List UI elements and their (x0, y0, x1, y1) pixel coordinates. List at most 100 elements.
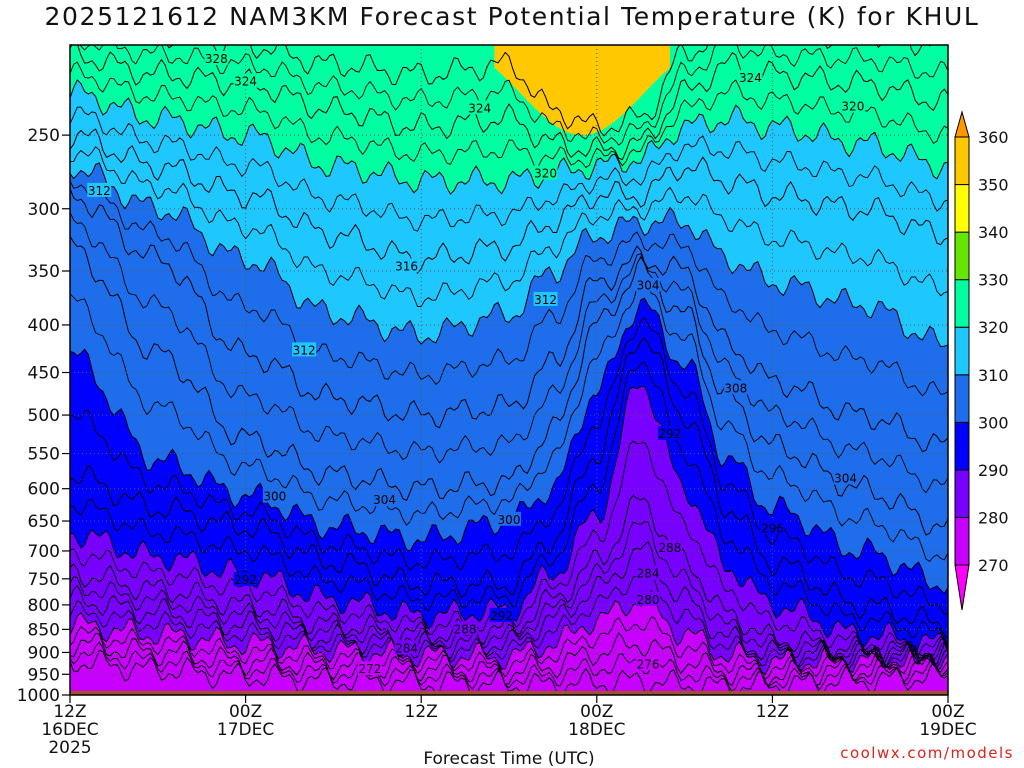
contour-label: 284 (637, 566, 660, 580)
colorbar-label: 340 (978, 223, 1009, 242)
contour-label: 288 (659, 541, 682, 555)
isentrope-304 (70, 235, 948, 536)
x-tick-label: 12Z (53, 702, 86, 722)
contour-label-bg (357, 661, 382, 676)
fill-band-284 (70, 495, 948, 668)
contour-label-bg (636, 656, 661, 671)
colorbar-segment (954, 279, 970, 328)
colorbar-label: 270 (978, 556, 1009, 575)
colorbar-segment (954, 136, 970, 186)
x-axis-label: Forecast Time (UTC) (423, 749, 594, 768)
colorbar-segment (954, 326, 970, 376)
y-tick-label: 750 (28, 570, 60, 590)
contour-label-bg (760, 520, 785, 535)
fill-band-276 (70, 590, 948, 686)
chart-title: 2025121612 NAM3KM Forecast Potential Tem… (44, 2, 980, 31)
x-tick-label: 12Z (756, 702, 789, 722)
colorbar-segment (954, 184, 970, 233)
isentrope-324 (70, 45, 948, 161)
contour-label-bg (394, 640, 419, 655)
ground-terrain (70, 690, 948, 695)
fill-warm-aloft (494, 45, 670, 136)
isentrope-294 (70, 361, 948, 646)
site-credit[interactable]: coolwx.com/models (840, 744, 1014, 762)
colorbar-label: 350 (978, 176, 1009, 195)
contour-label-bg (738, 69, 763, 84)
plot-frame (69, 44, 949, 696)
colorbar-label: 360 (978, 128, 1009, 147)
isentrope-278 (70, 615, 948, 680)
colorbar-label: 320 (978, 318, 1009, 337)
contour-label-bg (372, 491, 397, 506)
y-tick-label: 650 (28, 512, 60, 532)
y-tick-label: 250 (28, 126, 60, 146)
fill-band-300 (70, 236, 948, 594)
contour-label: 288 (454, 622, 477, 636)
x-tick-label: 00Z (931, 702, 964, 722)
isentrope-274 (70, 641, 948, 693)
isentrope-308 (70, 188, 948, 453)
contour-label: 280 (637, 593, 660, 607)
isentrope-306 (70, 212, 948, 494)
x-tick-label: 18DEC (568, 720, 625, 740)
x-tick-label: 00Z (580, 702, 613, 722)
contour-label: 296 (761, 521, 784, 535)
y-tick-label: 450 (28, 364, 60, 384)
contour-label-bg (840, 98, 865, 113)
colorbar-segment (954, 231, 970, 281)
contour-label-bg (636, 277, 661, 292)
contour-label: 312 (534, 293, 557, 307)
x-tick-label: 2025 (48, 738, 91, 758)
contour-label-bg (636, 565, 661, 580)
isentrope-318 (70, 106, 948, 232)
contour-label: 300 (498, 513, 521, 527)
isentrope-326 (80, 45, 948, 146)
y-tick-label: 1000 (17, 686, 60, 706)
contour-label-bg (657, 425, 682, 440)
y-tick-label: 600 (28, 480, 60, 500)
colorbar-label: 310 (978, 366, 1009, 385)
fill-band-296 (70, 298, 948, 639)
isentrope-320 (70, 79, 948, 195)
contour-label-bg (636, 591, 661, 606)
y-tick-label: 800 (28, 596, 60, 616)
x-tick-label: 12Z (405, 702, 438, 722)
fill-band-280 (70, 541, 948, 675)
contour-label: 324 (739, 71, 762, 85)
contour-label-bg (467, 100, 492, 115)
contour-label-bg (233, 73, 258, 88)
contour-label: 292 (659, 427, 682, 441)
contour-label: 304 (834, 471, 857, 485)
contour-label: 304 (637, 279, 660, 293)
y-tick-label: 300 (28, 200, 60, 220)
colorbar-extend-high (954, 110, 970, 138)
y-tick-label: 350 (28, 262, 60, 282)
contour-label: 316 (395, 259, 418, 273)
isentrope-276 (70, 632, 948, 687)
colorbar-label: 330 (978, 271, 1009, 290)
dotted-grid (70, 45, 948, 696)
colorbar-segment (954, 374, 970, 423)
fill-band-308 (70, 162, 948, 452)
contour-label: 304 (373, 493, 396, 507)
contour-label-bg (489, 607, 514, 622)
contour-label-bg (233, 571, 258, 586)
contour-label: 308 (724, 381, 747, 395)
fill-band-320 (70, 45, 948, 195)
colorbar-label: 280 (978, 508, 1009, 527)
colorbar-label: 290 (978, 461, 1009, 480)
fill-band-292 (70, 337, 948, 654)
ground-strip (70, 690, 948, 695)
contour-label-bg (533, 165, 558, 180)
contour-label: 292 (234, 573, 257, 587)
contour-label: 292 (490, 609, 513, 623)
colorbar-segment (954, 516, 970, 566)
isentrope-286 (70, 521, 948, 666)
colorbar-legend: 270 280 290 300 310 320 330 340 350 360 (954, 110, 1009, 611)
contour-label-layer: 328 324 324 320 324 320 312 316 312 304 312 308 292 3… (87, 50, 865, 676)
contour-label-bg (497, 511, 521, 526)
contour-label-bg (657, 540, 682, 555)
contour-label: 320 (534, 167, 557, 181)
x-tick-label: 17DEC (217, 720, 274, 740)
